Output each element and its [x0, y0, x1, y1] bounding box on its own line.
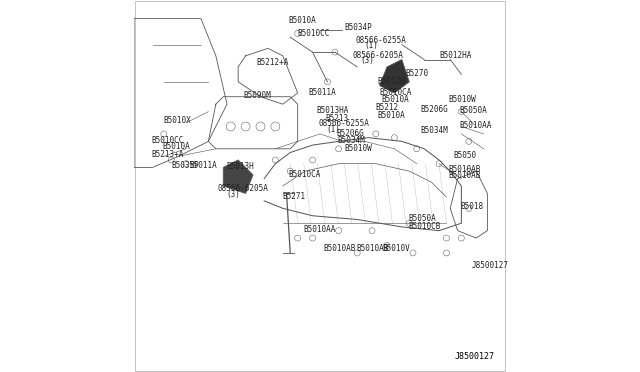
Text: J8500127: J8500127 [455, 352, 495, 361]
Text: B5010AB: B5010AB [449, 165, 481, 174]
Text: (3): (3) [227, 190, 240, 199]
Text: B5090M: B5090M [244, 92, 271, 100]
Text: 08566-6255A: 08566-6255A [355, 36, 406, 45]
Text: B5010A: B5010A [162, 142, 189, 151]
Text: 08566-6205A: 08566-6205A [218, 185, 269, 193]
Text: B5010CC: B5010CC [152, 136, 184, 145]
Text: B5050A: B5050A [460, 106, 487, 115]
Text: (3): (3) [360, 56, 374, 65]
Text: B5270: B5270 [406, 69, 429, 78]
Text: B5213+A: B5213+A [152, 150, 184, 159]
Text: 08566-6255A: 08566-6255A [318, 119, 369, 128]
Text: B5010X: B5010X [164, 116, 191, 125]
Text: B5010CC: B5010CC [298, 29, 330, 38]
Text: B5010AB: B5010AB [356, 244, 389, 253]
Text: J8500127: J8500127 [472, 262, 509, 270]
Text: B5010A: B5010A [381, 95, 409, 104]
Text: B5010AA: B5010AA [460, 121, 492, 130]
Text: B5013HA: B5013HA [316, 106, 349, 115]
Text: B5018: B5018 [461, 202, 484, 211]
Text: B5050: B5050 [453, 151, 476, 160]
Text: B5050A: B5050A [408, 214, 436, 223]
Text: B5212+A: B5212+A [257, 58, 289, 67]
Text: B5034P: B5034P [344, 23, 372, 32]
Text: 08566-6205A: 08566-6205A [353, 51, 404, 60]
Text: B5010AB: B5010AB [449, 171, 481, 180]
Text: B5206G: B5206G [337, 129, 365, 138]
Text: B5010A: B5010A [289, 16, 316, 25]
Polygon shape [223, 160, 253, 193]
Text: B5010V: B5010V [383, 244, 410, 253]
Text: B5012H: B5012H [378, 77, 405, 86]
Text: B5010AA: B5010AA [303, 225, 335, 234]
Text: B5034M: B5034M [338, 136, 365, 145]
Polygon shape [380, 60, 410, 93]
Text: B5010CB: B5010CB [408, 222, 441, 231]
Text: B5011A: B5011A [308, 88, 336, 97]
Text: B5213: B5213 [326, 114, 349, 123]
Text: B5010W: B5010W [449, 95, 476, 104]
Text: (1): (1) [364, 41, 378, 50]
Text: B5035P: B5035P [172, 161, 199, 170]
Text: B5013H: B5013H [227, 162, 254, 171]
Text: (1): (1) [326, 125, 340, 134]
Text: B5010CA: B5010CA [289, 170, 321, 179]
Text: B5271: B5271 [282, 192, 305, 201]
Text: B5010A: B5010A [378, 111, 405, 120]
Text: B5010AB: B5010AB [323, 244, 355, 253]
Text: B5010CA: B5010CA [380, 88, 412, 97]
Text: B5012HA: B5012HA [439, 51, 472, 60]
Text: B5034M: B5034M [420, 126, 448, 135]
Text: B5206G: B5206G [420, 105, 448, 114]
Text: B5212: B5212 [376, 103, 399, 112]
Text: B5010W: B5010W [344, 144, 372, 153]
Text: B5011A: B5011A [189, 161, 217, 170]
